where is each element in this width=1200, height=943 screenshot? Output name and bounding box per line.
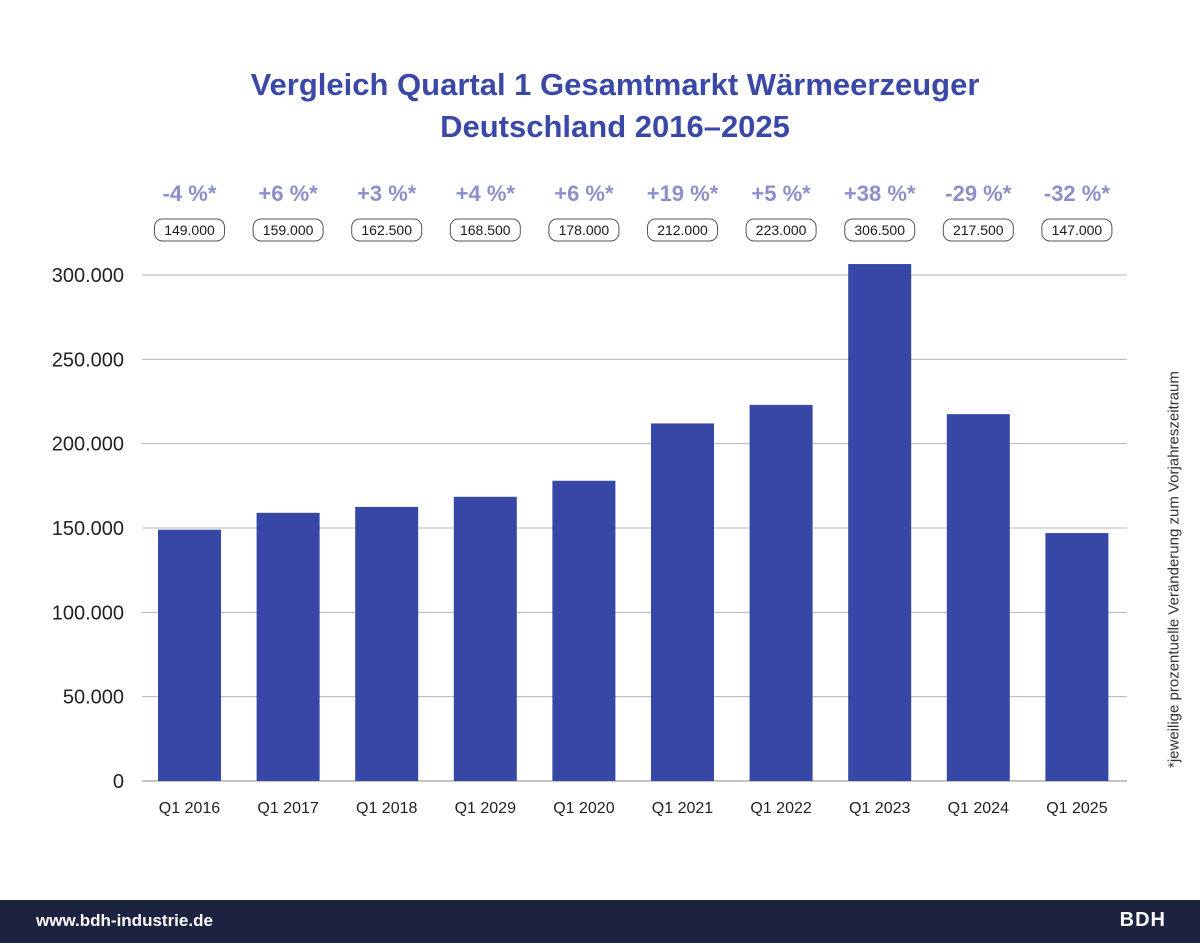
- value-label: 147.000: [1052, 222, 1103, 238]
- bars: [158, 264, 1109, 782]
- change-label: +4 %*: [456, 181, 516, 206]
- change-label: +5 %*: [751, 181, 811, 206]
- value-label: 217.500: [953, 222, 1004, 238]
- value-label: 178.000: [559, 222, 610, 238]
- bar: [651, 423, 714, 781]
- value-label: 162.500: [361, 222, 412, 238]
- y-tick-label: 200.000: [52, 434, 124, 456]
- change-label: +6 %*: [554, 181, 614, 206]
- change-label: +3 %*: [357, 181, 417, 206]
- footer-bar: www.bdh-industrie.de BDH: [0, 900, 1200, 943]
- x-tick-label: Q1 2022: [750, 800, 811, 817]
- bar: [355, 506, 419, 781]
- value-label: 212.000: [657, 222, 708, 238]
- x-tick-label: Q1 2025: [1046, 800, 1107, 817]
- y-tick-label: 100.000: [52, 602, 124, 624]
- value-label: 306.500: [854, 222, 905, 238]
- x-tick-label: Q1 2024: [948, 800, 1009, 817]
- value-label-box: [449, 218, 521, 242]
- y-tick-label: 300.000: [52, 265, 124, 287]
- value-label-box: [252, 218, 324, 242]
- change-label: -4 %*: [163, 181, 217, 206]
- x-tick-label: Q1 2017: [257, 800, 318, 817]
- bar-chart: 0 50.000 100.000 150.000 200.000 250.000 300.0…: [52, 181, 1127, 817]
- x-axis-ticks: Q1 2016 Q1 2017 Q1 2018 Q1 2029 Q1 2020 Q1 20…: [159, 800, 1108, 817]
- value-label-box: [844, 218, 916, 242]
- bar: [552, 480, 616, 781]
- x-tick-label: Q1 2020: [553, 800, 614, 817]
- x-tick-label: Q1 2029: [455, 800, 516, 817]
- y-tick-label: 50.000: [63, 687, 124, 709]
- value-label-box: [154, 218, 225, 242]
- value-label: 168.500: [460, 222, 511, 238]
- value-label-box: [647, 218, 718, 242]
- x-tick-label: Q1 2023: [849, 800, 910, 817]
- change-label: +19 %*: [647, 181, 719, 206]
- x-tick-label: Q1 2018: [356, 800, 417, 817]
- value-label: 149.000: [164, 222, 215, 238]
- change-label: +38 %*: [844, 181, 916, 206]
- value-label-box: [745, 218, 817, 242]
- bar: [946, 414, 1010, 781]
- y-tick-label: 250.000: [52, 349, 124, 371]
- bar: [749, 404, 813, 781]
- chart-title-line-2: Deutschland 2016–2025: [440, 109, 790, 144]
- bar: [158, 529, 221, 781]
- value-label-box: [1041, 218, 1113, 242]
- change-label: -32 %*: [1044, 181, 1110, 206]
- value-label-box: [351, 218, 423, 242]
- chart-title: Vergleich Quartal 1 Gesamtmarkt Wärmeerz…: [0, 64, 1200, 148]
- y-tick-label: 150.000: [52, 518, 124, 540]
- footer-brand-logo: BDH: [1119, 909, 1166, 931]
- bar: [453, 496, 517, 781]
- y-tick-label: 0: [113, 771, 124, 793]
- y-axis-ticks: 0 50.000 100.000 150.000 200.000 250.000 300.0…: [52, 265, 124, 793]
- change-label: -29 %*: [945, 181, 1011, 206]
- bar: [1045, 533, 1109, 781]
- x-tick-label: Q1 2016: [159, 800, 220, 817]
- bar: [256, 512, 320, 781]
- change-label: +6 %*: [258, 181, 318, 206]
- value-labels: 149.000 159.000 162.500 168.500 178.000 212.0…: [154, 218, 1113, 242]
- value-label: 159.000: [263, 222, 314, 238]
- value-label-box: [942, 218, 1014, 242]
- x-tick-label: Q1 2021: [652, 800, 713, 817]
- bar: [848, 264, 912, 782]
- value-label: 223.000: [756, 222, 807, 238]
- footnote: *jeweilige prozentuelle Veränderung zum …: [1165, 371, 1183, 769]
- change-labels: -4 %* +6 %* +3 %* +4 %* +6 %* +19 %* +5 %* +38 …: [163, 181, 1111, 206]
- footer-url: www.bdh-industrie.de: [36, 911, 213, 930]
- value-label-box: [548, 218, 620, 242]
- chart-title-line-1: Vergleich Quartal 1 Gesamtmarkt Wärmeerz…: [250, 67, 980, 102]
